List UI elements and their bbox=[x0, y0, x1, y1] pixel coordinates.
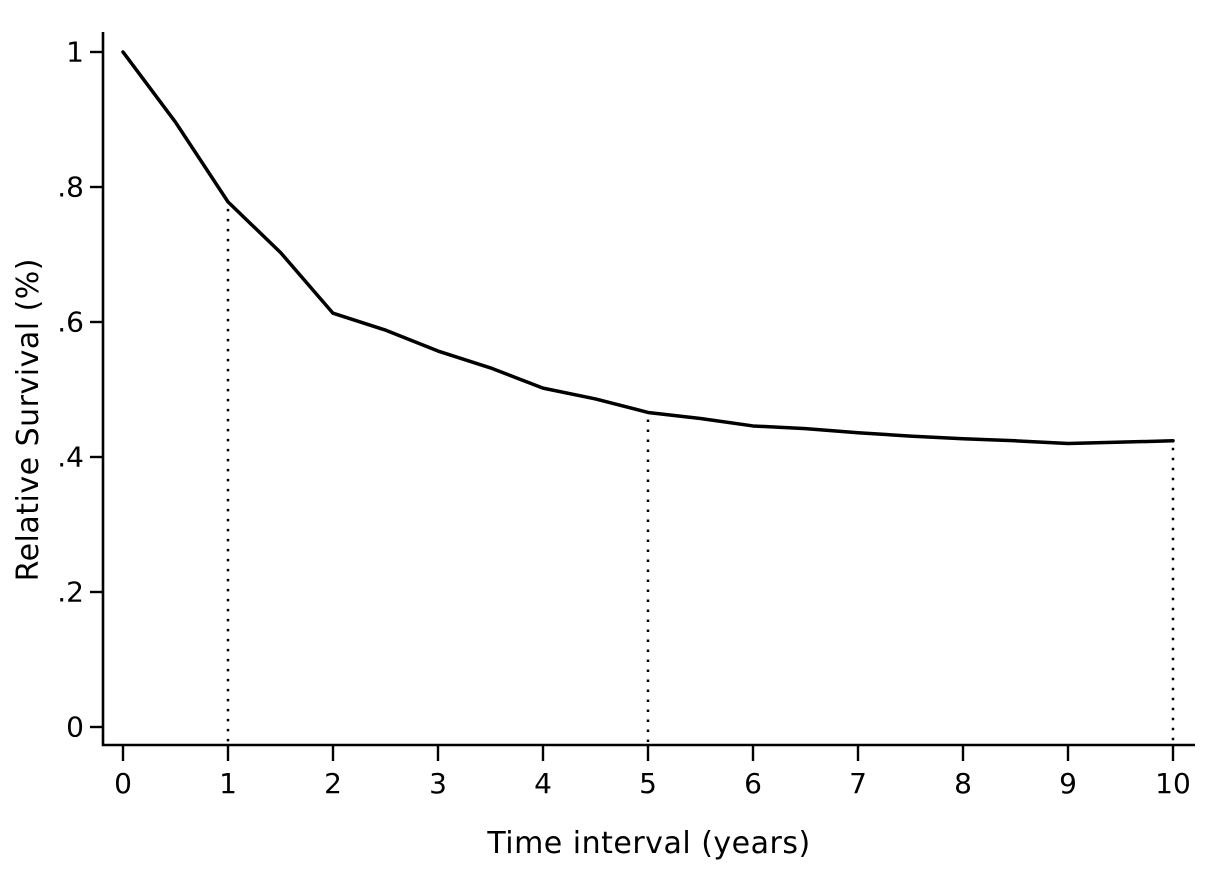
y-tick-label: .2 bbox=[57, 576, 84, 609]
y-tick-label: .4 bbox=[57, 441, 84, 474]
x-tick-label: 1 bbox=[219, 767, 237, 800]
x-tick-label: 7 bbox=[849, 767, 867, 800]
y-tick-label: 0 bbox=[66, 711, 84, 744]
x-tick-label: 3 bbox=[429, 767, 447, 800]
axis-lines bbox=[101, 32, 1195, 747]
x-tick-label: 4 bbox=[534, 767, 552, 800]
x-tick-label: 5 bbox=[639, 767, 657, 800]
x-tick-label: 9 bbox=[1059, 767, 1077, 800]
x-tick-label: 6 bbox=[744, 767, 762, 800]
y-tick-label: .6 bbox=[57, 306, 84, 339]
x-tick-label: 0 bbox=[114, 767, 132, 800]
y-tick-label: .8 bbox=[57, 171, 84, 204]
x-tick-label: 8 bbox=[954, 767, 972, 800]
survival-curve bbox=[121, 50, 1175, 446]
y-tick-label: 1 bbox=[66, 36, 84, 69]
x-tick-label: 10 bbox=[1155, 767, 1191, 800]
x-tick-label: 2 bbox=[324, 767, 342, 800]
